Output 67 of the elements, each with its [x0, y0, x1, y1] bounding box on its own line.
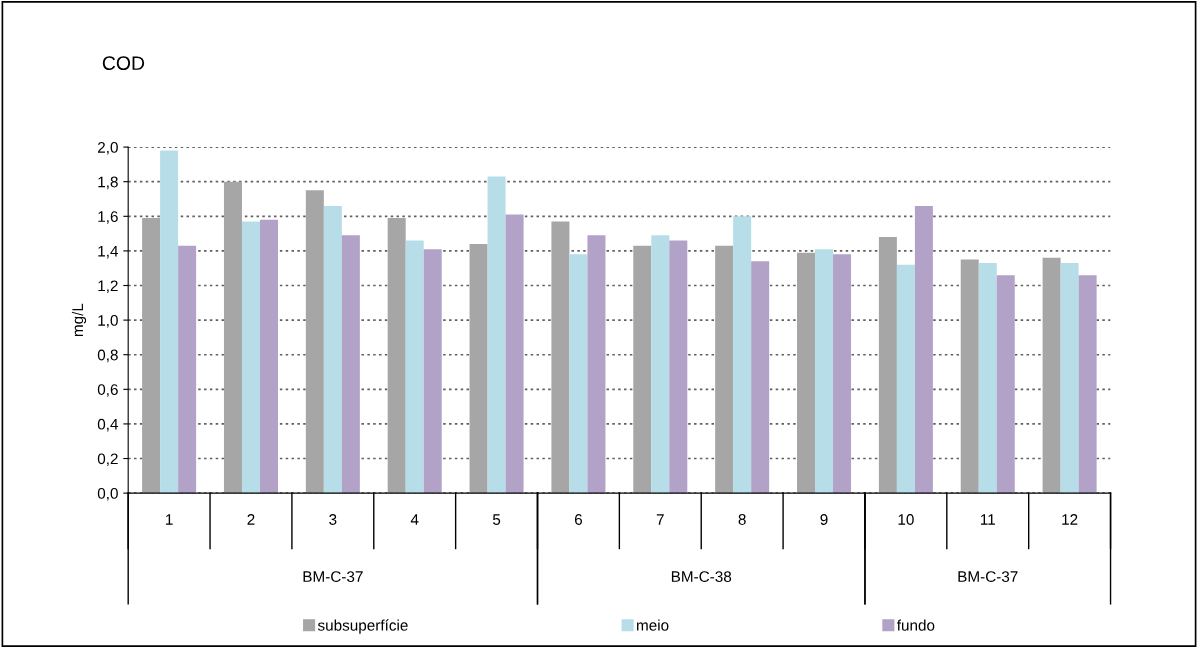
bar	[323, 205, 342, 494]
x-tick-label: 5	[492, 514, 501, 525]
y-tick-label: 1,4	[98, 245, 119, 259]
y-tick-label: 1,8	[98, 176, 118, 190]
bar	[341, 235, 360, 494]
bar	[223, 181, 242, 494]
bar	[1060, 263, 1079, 494]
bar	[405, 240, 424, 494]
bar	[259, 219, 278, 494]
x-tick-label: 4	[410, 514, 419, 525]
bar	[142, 218, 161, 494]
bar	[423, 249, 442, 494]
x-tick-label: 2	[247, 514, 255, 525]
legend-label: fundo	[896, 619, 935, 631]
x-tick-label: 8	[738, 514, 746, 525]
bar	[469, 243, 488, 494]
y-axis-title: mg/L	[71, 303, 87, 337]
x-tick-label: 6	[574, 514, 583, 525]
bar	[733, 216, 752, 494]
x-tick-label: 1	[166, 514, 173, 525]
text: BM-C-38	[671, 571, 732, 583]
x-tick-label: 3	[329, 514, 337, 525]
bar	[178, 245, 197, 494]
bar	[669, 240, 688, 494]
y-tick-label: 0,8	[97, 349, 118, 363]
bar	[569, 254, 588, 494]
legend-label: subsuperfície	[317, 619, 408, 634]
bar	[160, 150, 179, 494]
y-tick-label: 0,0	[97, 488, 118, 501]
chart-title: COD	[102, 56, 145, 71]
bar	[833, 254, 852, 494]
y-tick-label: 0,2	[97, 453, 118, 467]
bar	[305, 190, 324, 494]
bar	[1078, 275, 1097, 494]
bar	[878, 237, 897, 494]
y-tick-label: 0,6	[97, 384, 118, 397]
bar	[387, 218, 406, 494]
y-tick-label: 1,6	[98, 211, 118, 224]
bar	[978, 263, 997, 494]
bar	[960, 259, 979, 494]
bar	[241, 221, 260, 494]
bar	[896, 264, 915, 494]
bar	[914, 205, 933, 494]
legend-label: meio	[637, 619, 669, 631]
bar	[1042, 257, 1061, 494]
bar	[996, 275, 1015, 494]
bar	[815, 249, 834, 494]
bar	[715, 245, 734, 494]
y-tick-label: 1,2	[98, 280, 118, 293]
bar	[633, 245, 652, 494]
text: BM-C-37	[303, 571, 363, 583]
y-tick-label: 0,4	[97, 418, 119, 432]
x-tick-label: 7	[656, 514, 664, 525]
x-tick-label: 9	[820, 514, 828, 525]
x-tick-label: 11	[980, 514, 995, 525]
bar	[651, 235, 670, 494]
bar	[551, 221, 570, 494]
bar	[487, 176, 506, 494]
bar	[797, 252, 816, 494]
y-tick-label: 1,0	[98, 314, 118, 328]
bar	[751, 261, 770, 494]
bar	[505, 214, 524, 494]
x-tick-label: 12	[1062, 514, 1078, 525]
x-tick-label: 10	[898, 514, 914, 525]
bar	[587, 235, 606, 494]
text: BM-C-37	[958, 571, 1018, 583]
y-tick-label: 2,0	[98, 141, 118, 155]
